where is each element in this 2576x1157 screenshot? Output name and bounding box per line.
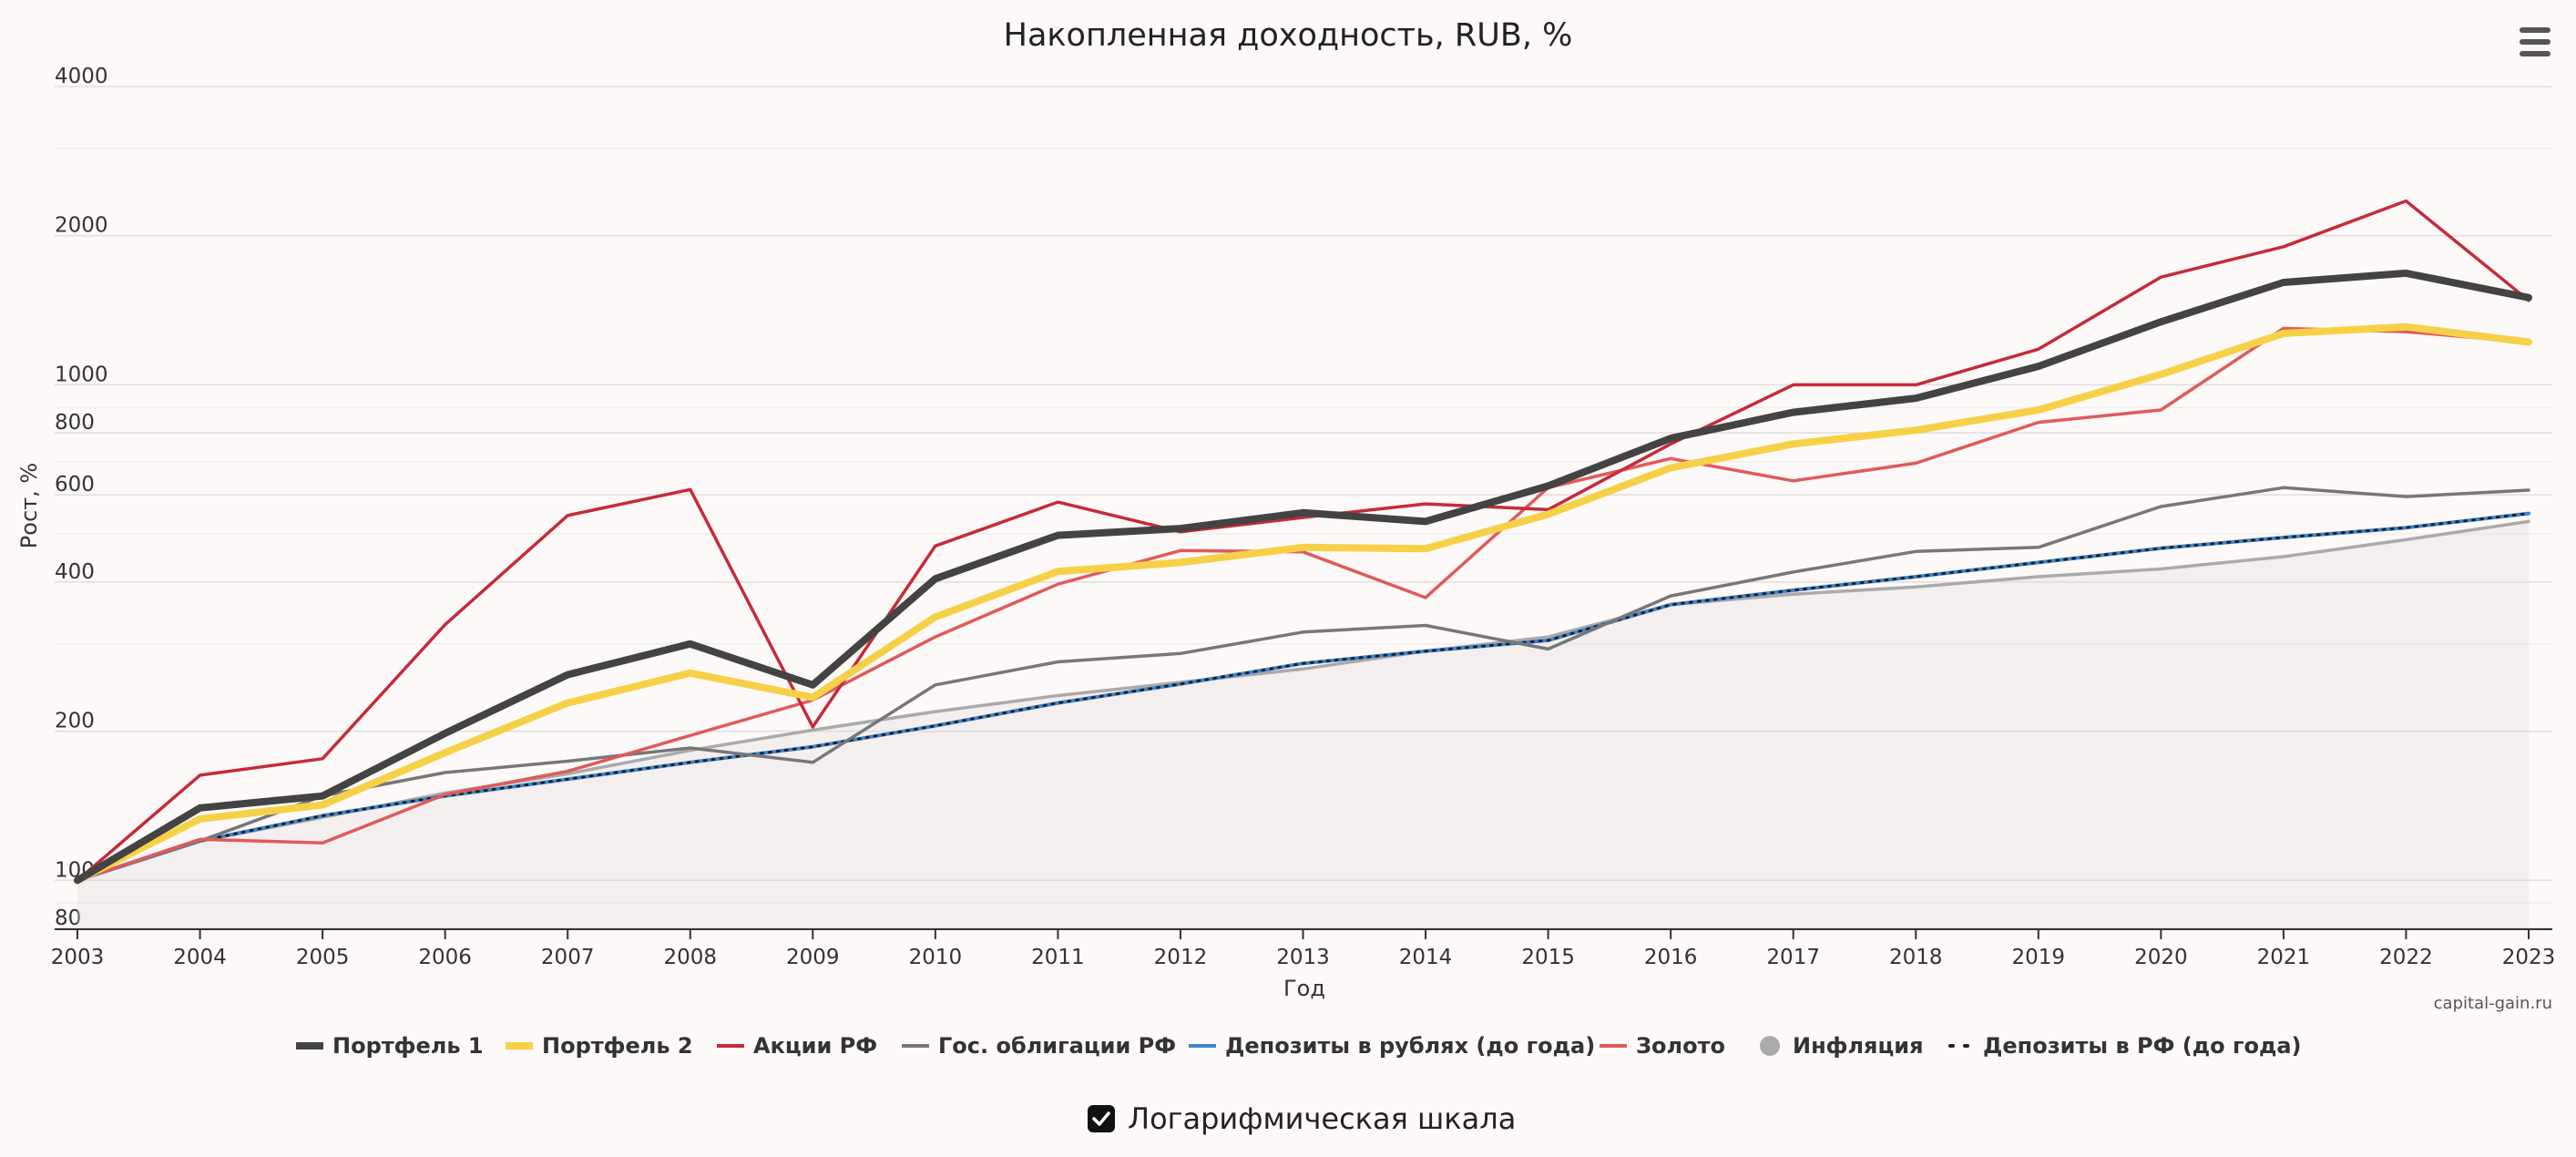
y-tick-label: 80 bbox=[55, 906, 81, 930]
legend-label: Акции РФ bbox=[753, 1033, 877, 1059]
x-tick-label: 2008 bbox=[663, 946, 717, 969]
legend-label: Депозиты в РФ (до года) bbox=[1983, 1033, 2302, 1059]
x-tick-label: 2017 bbox=[1766, 946, 1820, 969]
legend-item[interactable]: Акции РФ bbox=[717, 1033, 877, 1059]
series-line-0[interactable] bbox=[74, 269, 2532, 885]
x-tick-label: 2007 bbox=[541, 946, 595, 969]
series-line-7[interactable] bbox=[76, 512, 2530, 882]
legend: Портфель 1 Портфель 2 Акции РФ Гос. облигац… bbox=[296, 1033, 2302, 1059]
log-scale-label: Логарифмическая шкала bbox=[1128, 1101, 1517, 1136]
y-tick-label: 4000 bbox=[55, 65, 108, 88]
y-tick-label: 1000 bbox=[55, 363, 108, 386]
series-line-5[interactable] bbox=[76, 326, 2530, 883]
x-tick-label: 2010 bbox=[909, 946, 963, 969]
x-tick-label: 2003 bbox=[51, 946, 105, 969]
series-line-3[interactable] bbox=[76, 486, 2530, 883]
log-scale-checkbox[interactable] bbox=[1088, 1105, 1115, 1132]
credits-link[interactable]: capital-gain.ru bbox=[2434, 994, 2552, 1013]
x-tick-label: 2022 bbox=[2379, 946, 2433, 969]
x-axis: 2003 2004 2005 2006 2007 2008 2009 2010 2011 2012… bbox=[51, 928, 2556, 969]
x-tick-label: 2019 bbox=[2012, 946, 2066, 969]
x-tick-label: 2005 bbox=[296, 946, 350, 969]
y-tick-label: 600 bbox=[55, 473, 95, 497]
x-tick-label: 2012 bbox=[1154, 946, 1208, 969]
x-tick-label: 2013 bbox=[1276, 946, 1330, 969]
y-tick-label: 2000 bbox=[55, 214, 108, 238]
legend-item[interactable]: Портфель 1 bbox=[296, 1033, 484, 1059]
legend-item[interactable]: Гос. облигации РФ bbox=[902, 1033, 1176, 1059]
legend-item[interactable]: Депозиты в РФ (до года) bbox=[1948, 1033, 2302, 1059]
x-tick-label: 2014 bbox=[1399, 946, 1453, 969]
inflation-area bbox=[77, 521, 2529, 928]
legend-item[interactable]: Портфель 2 bbox=[506, 1033, 693, 1059]
legend-item[interactable]: Золото bbox=[1600, 1033, 1725, 1059]
legend-label: Портфель 2 bbox=[542, 1033, 693, 1059]
x-tick-label: 2018 bbox=[1889, 946, 1943, 969]
x-tick-label: 2004 bbox=[173, 946, 227, 969]
x-tick-label: 2011 bbox=[1031, 946, 1085, 969]
legend-item[interactable]: Инфляция bbox=[1760, 1033, 1923, 1059]
legend-label: Гос. облигации РФ bbox=[938, 1033, 1176, 1059]
chart-title: Накопленная доходность, RUB, % bbox=[1004, 17, 1573, 54]
x-tick-label: 2015 bbox=[1521, 946, 1575, 969]
y-tick-label: 200 bbox=[55, 710, 95, 733]
y-axis-label: Рост, % bbox=[16, 463, 42, 548]
series-group bbox=[74, 199, 2532, 928]
y-tick-label: 800 bbox=[55, 411, 95, 435]
legend-label: Золото bbox=[1636, 1033, 1725, 1059]
x-tick-label: 2020 bbox=[2134, 946, 2188, 969]
legend-label: Инфляция bbox=[1793, 1033, 1923, 1059]
x-tick-label: 2016 bbox=[1644, 946, 1698, 969]
legend-label: Портфель 1 bbox=[332, 1033, 484, 1059]
menu-icon[interactable] bbox=[2520, 27, 2550, 56]
grid bbox=[55, 86, 2552, 929]
x-tick-label: 2023 bbox=[2502, 946, 2556, 969]
legend-label: Депозиты в рублях (до года) bbox=[1225, 1033, 1595, 1059]
y-tick-label: 400 bbox=[55, 560, 95, 584]
legend-item[interactable]: Депозиты в рублях (до года) bbox=[1189, 1033, 1595, 1059]
log-scale-toggle[interactable]: Логарифмическая шкала bbox=[1088, 1101, 1516, 1136]
checkmark-icon bbox=[1092, 1111, 1110, 1126]
x-tick-label: 2006 bbox=[418, 946, 472, 969]
series-line-2[interactable] bbox=[76, 199, 2530, 883]
series-line-1[interactable] bbox=[74, 323, 2532, 885]
x-tick-label: 2021 bbox=[2257, 946, 2311, 969]
x-axis-label: Год bbox=[1283, 976, 1325, 1001]
x-tick-label: 2009 bbox=[786, 946, 840, 969]
legend-symbol bbox=[1760, 1036, 1780, 1056]
